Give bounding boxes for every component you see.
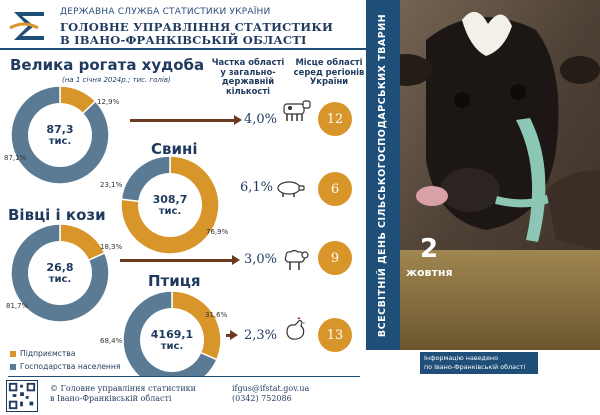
header-divider [0,48,368,50]
footer-phone: (0342) 752086 [232,394,292,403]
household-pct-sheep-goats: 81,7% [6,302,29,310]
legend-swatch-households [10,363,16,370]
footer-contacts: ifgus@ifstat.gov.ua (0342) 752086 [232,384,309,404]
date-month: жовтня [406,266,453,279]
household-pct-cattle: 87,1% [4,154,27,162]
logo-icon [9,12,44,40]
chicken-icon [286,317,306,340]
rank-badge-cattle: 12 [318,102,352,136]
rank-badge-pigs: 6 [318,172,352,206]
org-name-line2: В ІВАНО-ФРАНКІВСЬКІЙ ОБЛАСТІ [60,33,307,47]
subtitle: (на 1 січня 2024р.; тис. голів) [62,76,171,84]
share-sheep-goats: 3,0% [244,252,278,267]
section-title-sheep-goats: Вівці і кози [8,206,106,224]
section-title-poultry: Птиця [148,272,201,290]
legend-enterprises: Підприємства [10,349,75,358]
legend-households: Господарства населення [10,362,120,371]
info-note: Інформацію наведено по Івано-Франківські… [420,352,538,374]
date-day: 2 [420,234,439,264]
donut-center-cattle: 87,3 тис. [28,103,92,167]
share-cattle: 4,0% [244,112,278,127]
pig-icon [277,181,305,197]
arrow-sheep-goats [120,259,234,262]
donut-center-poultry: 4169,1 тис. [140,308,204,372]
arrow-poultry [226,334,232,337]
enterprise-pct-sheep-goats: 18,3% [100,243,123,251]
legend-swatch-enterprises [10,350,16,357]
footer-copyright: © Головне управління статистики в Івано-… [50,384,196,403]
rank-badge-sheep-goats: 9 [318,241,352,275]
enterprise-pct-poultry: 31,6% [205,311,228,319]
household-pct-pigs: 23,1% [100,181,123,189]
donut-center-pigs: 308,7 тис. [138,173,202,237]
arrow-head-cattle [234,115,242,125]
share-pigs: 6,1% [240,180,274,195]
household-pct-poultry: 68,4% [100,337,123,345]
rank-badge-poultry: 13 [318,318,352,352]
rank-column-header: Місце області серед регіонів України [293,57,365,86]
section-title-pigs: Свині [151,140,198,158]
enterprise-pct-pigs: 76,9% [206,228,229,236]
footer-divider [8,376,360,377]
share-column-header: Частка області у загально- державній кіл… [211,57,285,96]
cow-icon [283,100,311,121]
donut-slice-enterprises-pigs [120,155,220,255]
vertical-banner-text: ВСЕСВІТНІЙ ДЕНЬ СІЛЬСЬКОГОСПОДАРСЬКИХ ТВ… [377,13,389,337]
org-name-small: ДЕРЖАВНА СЛУЖБА СТАТИСТИКИ УКРАЇНИ [60,7,271,17]
org-name-line1: ГОЛОВНЕ УПРАВЛІННЯ СТАТИСТИКИ [60,20,334,34]
footer [0,376,600,415]
arrow-head-poultry [230,330,238,340]
section-title-cattle: Велика рогата худоба [10,56,205,74]
qr-code-icon [6,380,38,412]
donut-center-sheep-goats: 26,8 тис. [28,241,92,305]
arrow-cattle [130,119,236,122]
sheep-icon [284,249,309,270]
share-poultry: 2,3% [244,328,278,343]
calf-photo [366,0,600,350]
arrow-head-sheep-goats [232,255,240,265]
enterprise-pct-cattle: 12,9% [97,98,120,106]
vertical-banner [366,0,400,350]
footer-email[interactable]: ifgus@ifstat.gov.ua [232,384,310,393]
